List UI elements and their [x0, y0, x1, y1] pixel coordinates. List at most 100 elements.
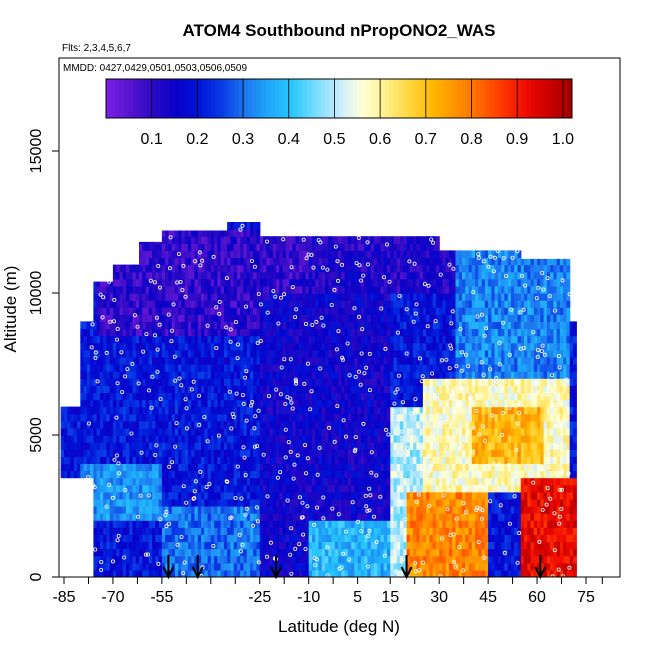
heat-cell: [129, 314, 134, 322]
heat-cell: [207, 300, 212, 308]
heat-cell: [201, 527, 205, 535]
heat-cell: [269, 285, 274, 294]
heat-cell: [403, 293, 408, 301]
heat-cell: [109, 399, 114, 408]
heat-cell: [126, 498, 130, 507]
heat-cell: [80, 321, 85, 330]
heat-cell: [129, 413, 134, 422]
heat-cell: [360, 314, 365, 322]
heat-cell: [109, 385, 114, 393]
heat-cell: [214, 520, 218, 528]
heat-cell: [351, 435, 355, 443]
heat-cell: [422, 392, 427, 401]
heat-cell: [165, 264, 169, 273]
heat-cell: [416, 520, 421, 528]
heat-cell: [145, 449, 150, 457]
heat-cell: [351, 506, 355, 514]
heat-cell: [406, 314, 411, 322]
heat-cell: [217, 364, 222, 372]
heat-cell: [364, 300, 368, 308]
heat-cell: [367, 300, 372, 308]
heat-cell: [152, 513, 156, 521]
heat-cell: [188, 257, 192, 266]
heat-cell: [77, 463, 81, 472]
heat-cell: [174, 385, 179, 393]
heat-cell: [142, 243, 147, 251]
heat-cell: [269, 477, 274, 486]
heat-cell: [223, 356, 228, 365]
heat-cell: [161, 230, 166, 237]
heat-cell: [214, 435, 218, 443]
heat-cell: [201, 420, 205, 429]
heat-cell: [292, 541, 297, 550]
heat-cell: [289, 385, 293, 393]
heat-cell: [325, 278, 329, 287]
heat-cell: [253, 349, 258, 358]
heat-cell: [406, 364, 411, 372]
heat-cell: [161, 477, 166, 486]
heat-cell: [298, 264, 303, 273]
heat-cell: [201, 321, 205, 330]
heat-cell: [194, 435, 199, 443]
heat-cell: [282, 449, 287, 457]
heat-cell: [132, 470, 137, 479]
heat-cell: [99, 463, 104, 472]
heat-cell: [390, 364, 395, 372]
heat-cell: [90, 342, 94, 351]
heat-cell: [161, 236, 166, 244]
heat-cell: [207, 243, 212, 251]
heat-cell: [377, 293, 382, 301]
heat-cell: [106, 300, 111, 308]
heat-cell: [184, 413, 189, 422]
heat-cell: [116, 420, 121, 429]
heat-cell: [142, 264, 147, 273]
heat-cell: [191, 555, 196, 564]
heat-cell: [233, 314, 238, 322]
heat-cell: [370, 321, 375, 330]
heat-cell: [259, 321, 264, 330]
heat-cell: [191, 449, 196, 457]
heat-cell: [351, 498, 355, 507]
heat-cell: [191, 456, 196, 464]
heat-cell: [250, 562, 254, 571]
heat-cell: [93, 477, 98, 486]
heat-cell: [400, 491, 404, 500]
heat-cell: [210, 385, 215, 393]
heat-cell: [302, 300, 307, 308]
heat-cell: [341, 349, 346, 358]
heat-cell: [341, 236, 346, 244]
heat-cell: [279, 321, 284, 330]
heat-cell: [318, 307, 323, 315]
heat-cell: [109, 364, 114, 372]
heat-cell: [311, 569, 316, 577]
heat-cell: [373, 456, 378, 464]
heat-cell: [135, 449, 140, 457]
heat-cell: [132, 385, 137, 393]
heat-cell: [139, 463, 143, 472]
heat-cell: [250, 307, 254, 315]
heat-cell: [351, 264, 355, 273]
heat-cell: [334, 300, 339, 308]
heat-cell: [132, 342, 137, 351]
heat-cell: [263, 385, 267, 393]
heat-cell: [103, 442, 108, 450]
heat-cell: [276, 264, 280, 273]
heat-cell: [90, 449, 94, 457]
heat-cell: [233, 463, 238, 472]
heat-cell: [279, 335, 284, 344]
heat-cell: [318, 335, 323, 344]
heat-cell: [250, 527, 254, 535]
heat-cell: [357, 328, 362, 337]
heat-cell: [406, 456, 411, 464]
heat-cell: [295, 506, 300, 514]
heat-cell: [292, 335, 297, 344]
heat-cell: [253, 257, 258, 266]
heat-cell: [233, 399, 238, 408]
heat-cell: [70, 435, 75, 443]
heat-cell: [282, 420, 287, 429]
heat-cell: [188, 477, 192, 486]
heat-cell: [99, 378, 104, 386]
heat-cell: [318, 484, 323, 493]
heat-cell: [373, 392, 378, 401]
heat-cell: [129, 498, 134, 507]
